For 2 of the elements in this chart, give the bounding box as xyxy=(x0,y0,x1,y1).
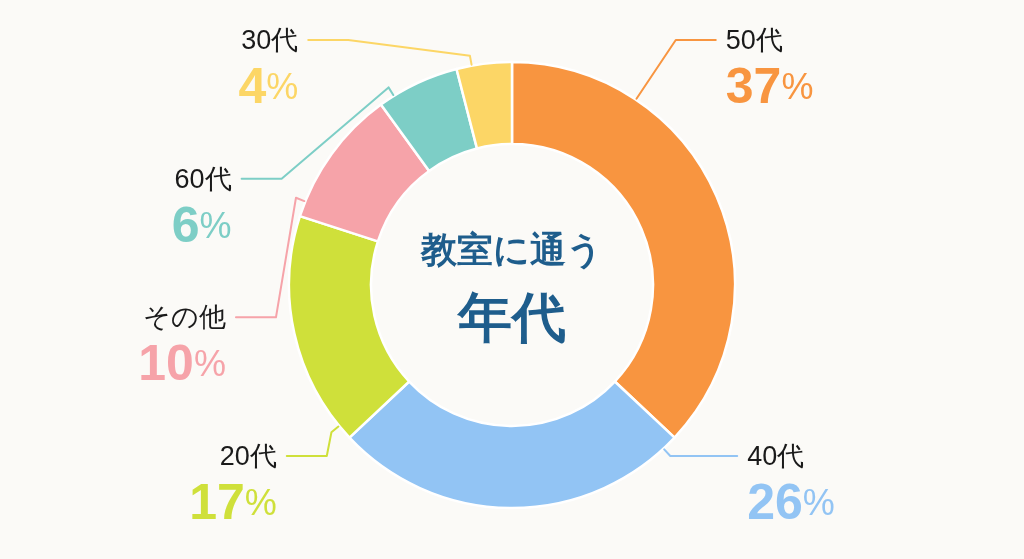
title: 教室に通う xyxy=(421,228,603,270)
subtitle: 年代 xyxy=(458,287,566,347)
